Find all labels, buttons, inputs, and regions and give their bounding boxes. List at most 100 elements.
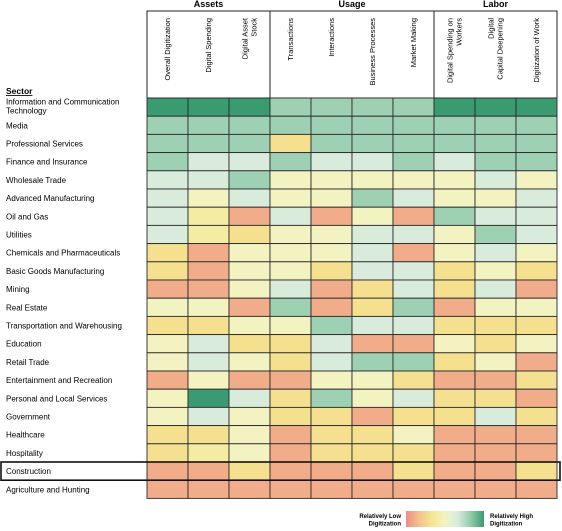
- heatmap-cell: [433, 97, 476, 117]
- heatmap-cell: [310, 188, 353, 208]
- heatmap-cell: [392, 370, 435, 390]
- heatmap-cell: [515, 388, 558, 408]
- heatmap-cell: [310, 243, 353, 263]
- heatmap-cell: [392, 97, 435, 117]
- heatmap-cell: [474, 152, 517, 172]
- heatmap-cell: [269, 297, 312, 317]
- heatmap-cell: [392, 297, 435, 317]
- legend: Relatively Low Digitization Relatively Hig…: [359, 511, 533, 528]
- heatmap-cell: [392, 279, 435, 299]
- heatmap-cell: [187, 443, 230, 463]
- heatmap-cell: [433, 170, 476, 190]
- heatmap-cell: [474, 279, 517, 299]
- heatmap-cell: [187, 133, 230, 154]
- heatmap-cell: [351, 352, 394, 372]
- heatmap-cell: [187, 388, 230, 408]
- heatmap-cell: [351, 115, 394, 135]
- row-label: Retail Trade: [6, 358, 50, 367]
- heatmap-cell: [392, 133, 435, 154]
- heatmap-cell: [310, 206, 353, 226]
- heatmap-cell: [228, 188, 271, 208]
- row-label: Utilities: [6, 231, 32, 240]
- heatmap-cell: [146, 443, 189, 463]
- heatmap-cell: [433, 188, 476, 208]
- heatmap-cell: [146, 370, 189, 390]
- heatmap-cell: [351, 334, 394, 354]
- heatmap-cell: [187, 479, 230, 499]
- row-label: Chemicals and Pharmaceuticals: [6, 249, 120, 258]
- heatmap-cell: [310, 352, 353, 372]
- heatmap-cell: [515, 152, 558, 172]
- heatmap-cell: [146, 406, 189, 427]
- heatmap-cell: [228, 315, 271, 336]
- row-label: Advanced Manufacturing: [6, 194, 95, 203]
- heatmap-cell: [310, 170, 353, 190]
- heatmap-cell: [351, 133, 394, 154]
- heatmap-cell: [474, 425, 517, 445]
- heatmap-cell: [187, 352, 230, 372]
- heatmap-cell: [392, 479, 435, 499]
- heatmap-cell: [392, 388, 435, 408]
- heatmap-cell: [228, 479, 271, 499]
- heatmap-cell: [146, 188, 189, 208]
- heatmap-cell: [515, 206, 558, 226]
- heatmap-cell: [310, 97, 353, 117]
- heatmap-cell: [351, 170, 394, 190]
- heatmap-cell: [228, 97, 271, 117]
- heatmap-cell: [310, 334, 353, 354]
- row-label: Agriculture and Hunting: [6, 485, 90, 494]
- heatmap-cell: [269, 479, 312, 499]
- row-label: Entertainment and Recreation: [6, 376, 112, 385]
- heatmap-cell: [515, 406, 558, 427]
- heatmap-cell: [269, 352, 312, 372]
- heatmap-cell: [228, 406, 271, 427]
- heatmap-cell: [515, 370, 558, 390]
- heatmap-cell: [187, 115, 230, 135]
- heatmap-cell: [269, 115, 312, 135]
- heatmap-cell: [187, 206, 230, 226]
- heatmap-cell: [187, 315, 230, 336]
- heatmap-cell: [228, 461, 271, 481]
- heatmap-cell: [351, 315, 394, 336]
- heatmap-cell: [392, 261, 435, 281]
- heatmap-cell: [351, 243, 394, 263]
- heatmap-cell: [269, 188, 312, 208]
- heatmap-cell: [474, 479, 517, 499]
- heatmap-cell: [474, 315, 517, 336]
- row-label: Real Estate: [6, 303, 48, 312]
- heatmap-cell: [433, 206, 476, 226]
- heatmap-cell: [433, 461, 476, 481]
- row-label: Professional Services: [6, 140, 83, 149]
- heatmap-cell: [351, 388, 394, 408]
- heatmap-cell: [433, 261, 476, 281]
- heatmap-cell: [433, 479, 476, 499]
- heatmap-cell: [228, 261, 271, 281]
- row-label: Education: [6, 340, 42, 349]
- legend-gradient: [406, 511, 484, 527]
- heatmap-cell: [310, 261, 353, 281]
- heatmap-cell: [228, 243, 271, 263]
- heatmap-cell: [228, 370, 271, 390]
- heatmap-cell: [515, 224, 558, 245]
- heatmap-cell: [433, 425, 476, 445]
- heatmap-cell: [187, 188, 230, 208]
- heatmap-cell: [433, 152, 476, 172]
- heatmap-cell: [392, 334, 435, 354]
- heatmap-cell: [392, 170, 435, 190]
- row-header: Sector: [6, 86, 33, 96]
- row-label: Construction: [6, 467, 51, 476]
- heatmap-cell: [269, 334, 312, 354]
- heatmap-cell: [433, 243, 476, 263]
- heatmap-cell: [474, 224, 517, 245]
- heatmap-cell: [187, 425, 230, 445]
- heatmap-cell: [310, 297, 353, 317]
- heatmap-cell: [310, 315, 353, 336]
- heatmap-cell: [310, 479, 353, 499]
- heatmap-cell: [392, 115, 435, 135]
- heatmap-cell: [515, 133, 558, 154]
- heatmap-cell: [351, 461, 394, 481]
- heatmap-cell: [269, 279, 312, 299]
- heatmap-cell: [228, 152, 271, 172]
- heatmap-cell: [433, 388, 476, 408]
- heatmap-cell: [269, 425, 312, 445]
